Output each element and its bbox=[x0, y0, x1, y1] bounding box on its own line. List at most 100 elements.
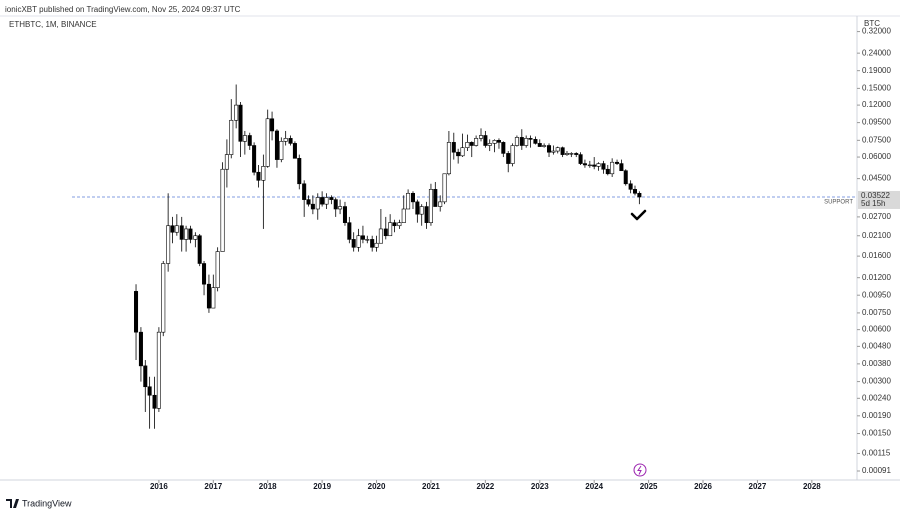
publisher-line: ionicXBT published on TradingView.com, N… bbox=[5, 5, 241, 14]
candle-body bbox=[247, 135, 252, 146]
candle-body bbox=[206, 283, 211, 309]
candle-body bbox=[170, 225, 175, 233]
candle-body bbox=[238, 104, 243, 142]
event-bolt bbox=[637, 465, 642, 475]
candle-body bbox=[469, 142, 474, 146]
y-tick-label: 0.00150 bbox=[862, 429, 891, 438]
y-tick-label: 0.00600 bbox=[862, 325, 891, 334]
x-tick-label: 2016 bbox=[150, 482, 168, 491]
candle-body bbox=[592, 164, 597, 167]
x-tick-label: 2028 bbox=[803, 482, 821, 491]
candle-body bbox=[338, 206, 343, 210]
candle-body bbox=[202, 263, 207, 285]
candle-body bbox=[442, 173, 447, 203]
candle-body bbox=[564, 153, 569, 155]
candle-body bbox=[637, 192, 642, 198]
candle-body bbox=[587, 164, 592, 167]
candle-body bbox=[551, 150, 556, 153]
candle-body bbox=[315, 197, 320, 210]
y-tick-label: 0.02100 bbox=[862, 231, 891, 240]
candle-body bbox=[542, 145, 547, 147]
y-tick-label: 0.00300 bbox=[862, 377, 891, 386]
candle-body bbox=[555, 147, 560, 152]
candle-body bbox=[560, 147, 565, 155]
x-tick-label: 2021 bbox=[422, 482, 440, 491]
candle-body bbox=[506, 153, 511, 164]
currency-label: BTC bbox=[864, 19, 880, 28]
x-tick-label: 2026 bbox=[694, 482, 712, 491]
candle-body bbox=[533, 139, 538, 144]
y-tick-label: 0.00380 bbox=[862, 359, 891, 368]
y-tick-label: 0.24000 bbox=[862, 48, 891, 57]
candle-body bbox=[188, 228, 193, 240]
candle-body bbox=[220, 168, 225, 252]
candle-body bbox=[632, 189, 638, 194]
candle-body bbox=[161, 263, 166, 333]
candle-body bbox=[261, 166, 266, 181]
candle-body bbox=[292, 143, 297, 159]
candle-body bbox=[582, 163, 587, 166]
y-tick-label: 0.19000 bbox=[862, 66, 891, 75]
candle-body bbox=[242, 135, 247, 142]
candle-body bbox=[615, 161, 620, 164]
y-tick-label: 0.00480 bbox=[862, 341, 891, 350]
y-tick-label: 0.00950 bbox=[862, 290, 891, 299]
last-price-badge bbox=[858, 190, 900, 209]
candle-body bbox=[619, 163, 624, 172]
candle-body bbox=[501, 142, 506, 154]
candle-body bbox=[374, 242, 379, 248]
candle-body bbox=[174, 225, 179, 233]
candle-body bbox=[496, 140, 501, 143]
candle-body bbox=[610, 161, 615, 175]
candle-body bbox=[256, 171, 261, 181]
y-tick-label: 0.02700 bbox=[862, 212, 891, 221]
candle-body bbox=[478, 135, 484, 139]
candle-body bbox=[424, 206, 429, 223]
y-tick-label: 0.00091 bbox=[862, 466, 891, 475]
candle-body bbox=[234, 104, 239, 121]
checkmark bbox=[630, 209, 647, 221]
candle-body bbox=[428, 189, 433, 223]
candle-body bbox=[601, 163, 606, 170]
candle-body bbox=[569, 153, 574, 155]
candle-body bbox=[179, 225, 184, 240]
candle-body bbox=[383, 228, 388, 237]
candle-body bbox=[252, 145, 257, 173]
candle-body bbox=[370, 239, 375, 248]
candles bbox=[134, 84, 642, 429]
y-tick-label: 0.32000 bbox=[862, 27, 891, 36]
candle-body bbox=[333, 199, 338, 210]
candle-body bbox=[519, 137, 524, 146]
candle-body bbox=[360, 235, 365, 240]
candle-body bbox=[574, 153, 579, 155]
candle-body bbox=[547, 145, 552, 153]
candle-body bbox=[578, 154, 583, 164]
candle-body bbox=[388, 222, 393, 237]
candle-body bbox=[211, 287, 216, 309]
y-tick-label: 0.00190 bbox=[862, 411, 891, 420]
candle-body bbox=[605, 168, 610, 175]
candle-body bbox=[143, 365, 148, 388]
x-tick-label: 2022 bbox=[476, 482, 494, 491]
candle-body bbox=[270, 118, 275, 132]
candle-body bbox=[184, 228, 189, 240]
candle-body bbox=[451, 142, 456, 153]
candle-body bbox=[492, 140, 497, 144]
candle-body bbox=[460, 147, 465, 157]
candle-body bbox=[329, 197, 334, 200]
candle-body bbox=[224, 154, 229, 170]
candle-body bbox=[356, 235, 361, 248]
candle-body bbox=[524, 138, 529, 146]
candle-body bbox=[378, 228, 383, 244]
candle-body bbox=[147, 386, 152, 396]
x-tick-label: 2018 bbox=[259, 482, 277, 491]
candle-body bbox=[138, 331, 143, 367]
y-tick-label: 0.00240 bbox=[862, 393, 891, 402]
support-label: SUPPORT bbox=[824, 200, 853, 206]
candle-body bbox=[438, 201, 443, 207]
candle-body bbox=[365, 239, 370, 241]
candle-body bbox=[483, 135, 488, 146]
brand-name: TradingView bbox=[22, 498, 72, 508]
